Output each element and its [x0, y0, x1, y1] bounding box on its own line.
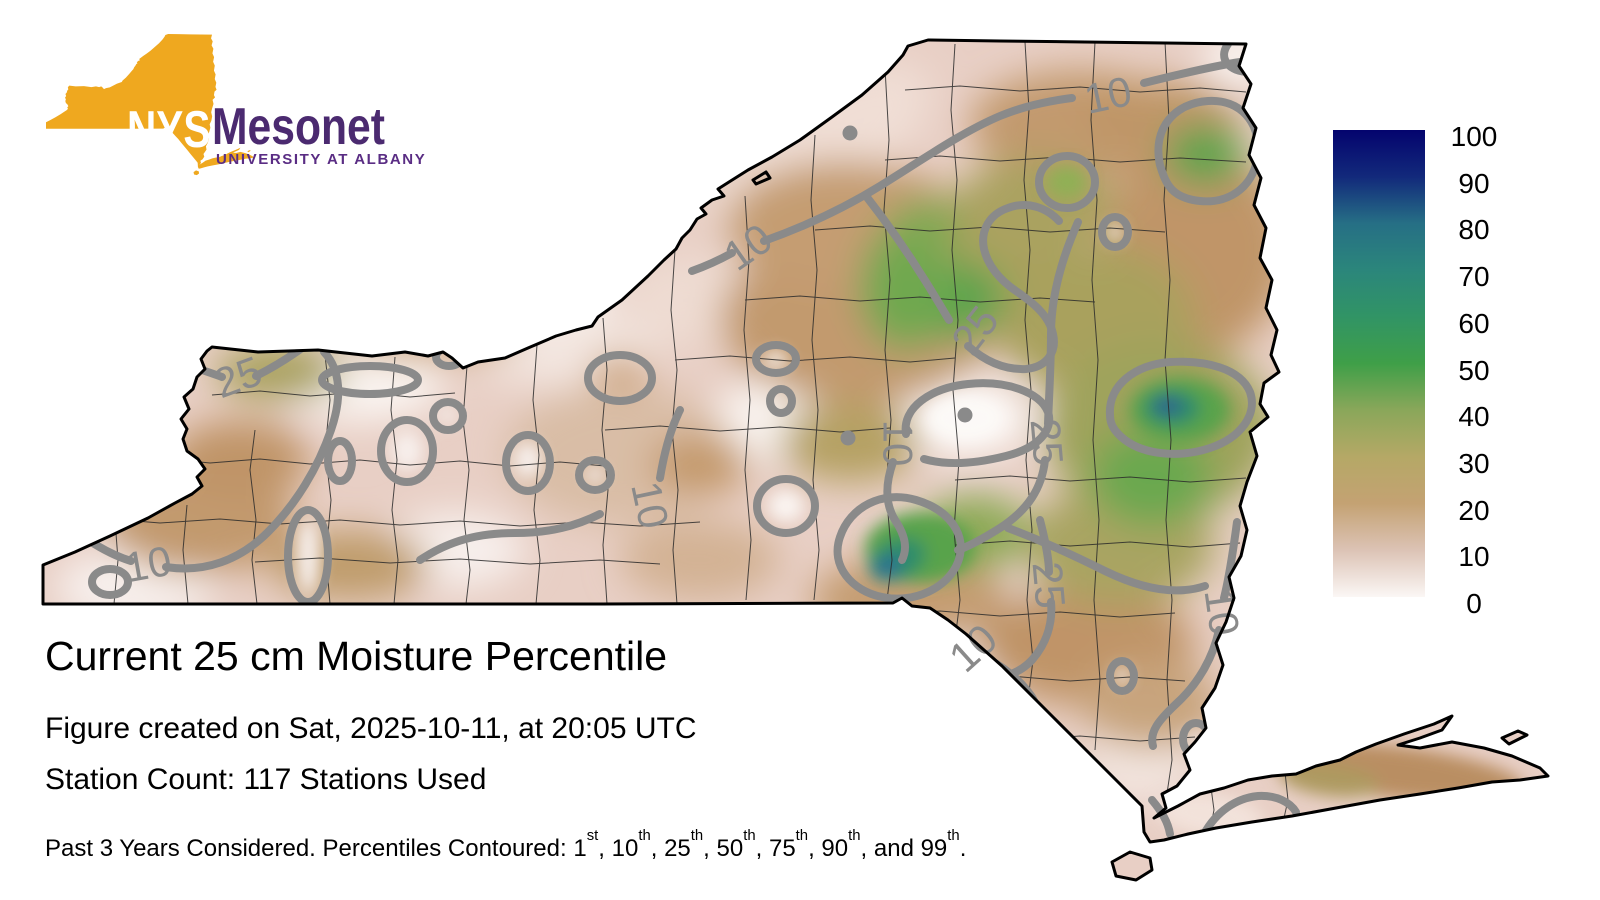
- colorbar-tick-label: 10: [1458, 541, 1490, 573]
- station-count-line: Station Count: 117 Stations Used: [45, 763, 487, 796]
- ordinal-suffix: th: [638, 827, 651, 844]
- contour-label: 10: [622, 477, 678, 532]
- colorbar-gradient: [1333, 130, 1425, 597]
- figure-created-line: Figure created on Sat, 2025-10-11, at 20…: [45, 712, 697, 745]
- colorbar-tick-label: 0: [1466, 588, 1482, 619]
- footnote-percentile-list: 1st, 10th, 25th, 50th, 75th, 90th, and 9…: [573, 827, 967, 862]
- ordinal-suffix: th: [795, 827, 809, 844]
- station-dot: [957, 407, 973, 423]
- contour-label: 25: [1024, 560, 1075, 611]
- contour-label: 10: [121, 537, 175, 591]
- colorbar-tick-label: 90: [1458, 167, 1490, 199]
- station-dot: [840, 430, 856, 446]
- ordinal-suffix: th: [947, 827, 960, 844]
- colorbar-tick-label: 100: [1450, 121, 1498, 152]
- contour-label: 10: [1080, 67, 1135, 123]
- page-title: Current 25 cm Moisture Percentile: [45, 633, 668, 679]
- contour-label: 25: [1022, 417, 1073, 468]
- colorbar-tick-label: 60: [1458, 307, 1490, 339]
- logo-university-text: UNIVERSITY AT ALBANY: [216, 151, 427, 168]
- colorbar-tick-label: 40: [1458, 401, 1490, 433]
- colorbar-tick-label: 50: [1458, 354, 1490, 386]
- ordinal-suffix: st: [586, 827, 599, 844]
- colorbar-tick-label: 80: [1458, 214, 1490, 246]
- ordinal-suffix: th: [690, 827, 704, 844]
- colorbar-tick-label: 30: [1458, 447, 1490, 479]
- logo-nys-text: NYS: [127, 101, 211, 159]
- ordinal-suffix: th: [848, 827, 861, 844]
- contour-label: 10: [875, 420, 922, 467]
- footnote-prefix: Past 3 Years Considered. Percentiles Con…: [45, 835, 574, 862]
- logo-mesonet-text: Mesonet: [212, 98, 385, 156]
- ordinal-suffix: th: [743, 827, 756, 844]
- station-dots: [840, 125, 973, 446]
- percentiles-footnote: Past 3 Years Considered. Percentiles Con…: [45, 827, 967, 863]
- colorbar-tick-label: 70: [1458, 261, 1490, 293]
- station-dot: [842, 125, 858, 141]
- colorbar-tick-label: 20: [1458, 494, 1490, 526]
